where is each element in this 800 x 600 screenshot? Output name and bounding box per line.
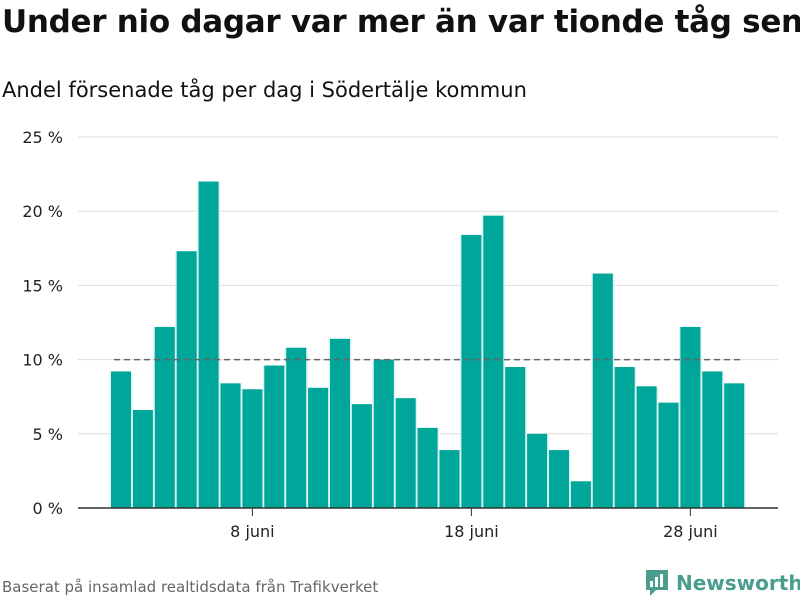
bar xyxy=(614,367,635,508)
chart-subtitle: Andel försenade tåg per dag i Södertälje… xyxy=(2,78,527,102)
y-axis-labels: 0 % 5 % 10 % 15 % 20 % 25 % xyxy=(22,128,63,518)
bar xyxy=(198,181,219,508)
x-tick-label: 28 juni xyxy=(663,522,718,541)
bars xyxy=(109,181,746,509)
bar xyxy=(527,433,548,508)
brand-name: Newsworthy xyxy=(676,571,800,595)
bar xyxy=(636,386,657,508)
bar xyxy=(286,347,307,508)
chart-title: Under nio dagar var mer än var tionde tå… xyxy=(2,4,800,40)
bar xyxy=(592,273,613,508)
y-tick-label: 20 % xyxy=(22,202,63,221)
bar xyxy=(351,404,372,508)
x-axis: 8 juni 18 juni 28 juni xyxy=(78,507,778,541)
bar-chart: 0 % 5 % 10 % 15 % 20 % 25 % 8 juni 18 juni 28 j… xyxy=(22,128,778,541)
bar xyxy=(330,338,350,508)
bar xyxy=(176,251,197,508)
bar xyxy=(724,383,745,508)
bar xyxy=(264,365,285,508)
bar xyxy=(308,387,329,508)
source-note: Baserat på insamlad realtidsdata från Tr… xyxy=(2,578,379,596)
y-tick-label: 10 % xyxy=(22,351,63,370)
x-tick-label: 18 juni xyxy=(444,522,499,541)
y-tick-label: 5 % xyxy=(33,425,63,444)
bar xyxy=(417,427,438,508)
bar xyxy=(242,389,263,508)
newsworthy-logo-icon xyxy=(646,570,668,596)
bar xyxy=(132,410,153,508)
y-tick-label: 0 % xyxy=(33,499,63,518)
brand-logo[interactable]: Newsworthy xyxy=(644,568,800,598)
y-tick-label: 15 % xyxy=(22,276,63,295)
bar xyxy=(439,450,460,508)
bar xyxy=(373,359,394,508)
bar xyxy=(154,326,175,508)
bar xyxy=(395,398,416,508)
bar xyxy=(549,450,569,508)
x-tick-label: 8 juni xyxy=(230,522,274,541)
bar xyxy=(680,326,701,508)
bar xyxy=(461,234,482,508)
bar xyxy=(702,371,723,508)
bar xyxy=(658,402,679,508)
bar xyxy=(505,367,526,508)
bar xyxy=(570,481,591,508)
bar xyxy=(483,215,504,509)
y-tick-label: 25 % xyxy=(22,128,63,147)
bar xyxy=(220,383,241,508)
bar xyxy=(111,371,131,508)
